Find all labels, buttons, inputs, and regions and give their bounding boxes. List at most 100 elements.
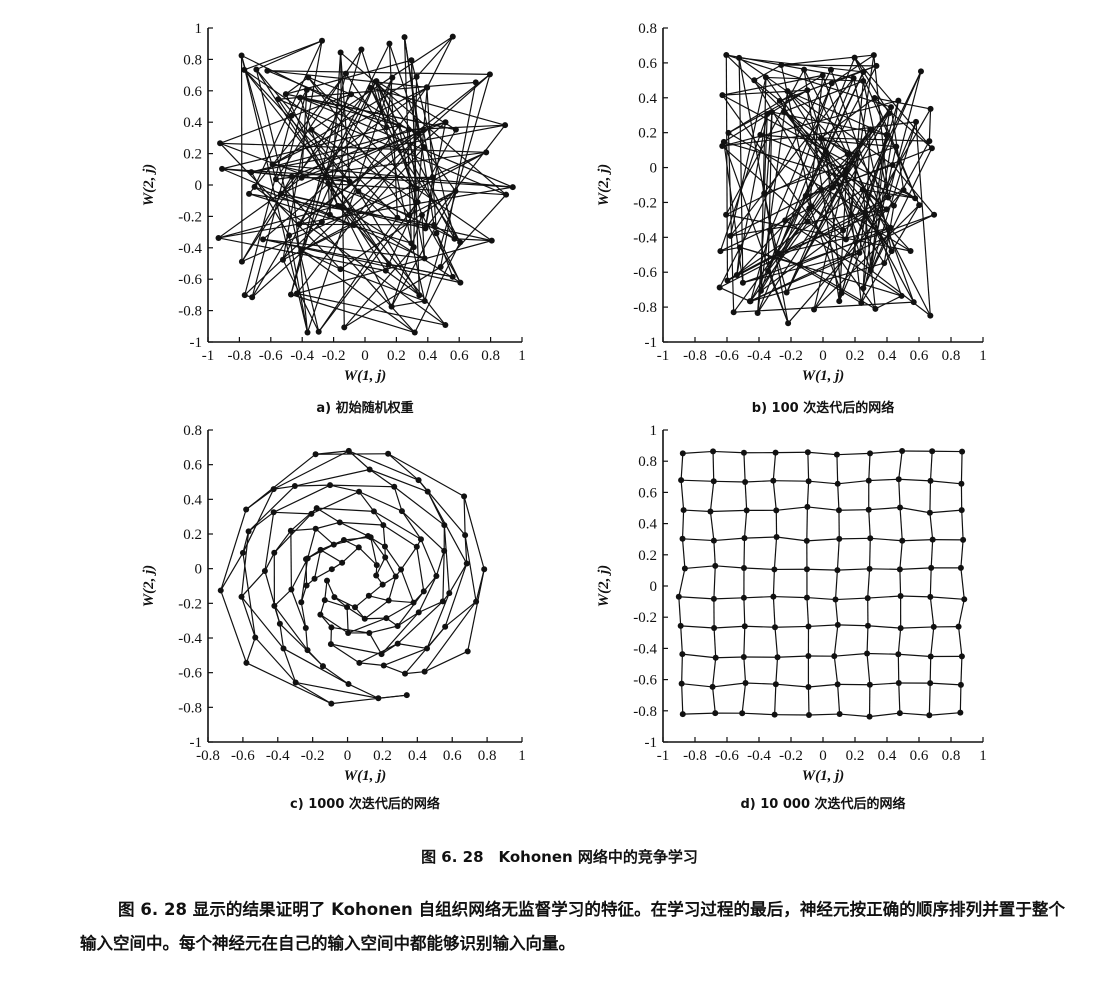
network-edge [250, 171, 290, 236]
x-tick-label: 0.8 [942, 748, 961, 764]
neuron-point [238, 52, 245, 59]
network-edge [772, 596, 776, 628]
network-edge [280, 129, 424, 195]
network-edge [424, 650, 468, 673]
neuron-point [928, 564, 935, 571]
x-tick-label: 0 [819, 348, 827, 364]
neuron-point [340, 537, 347, 544]
neuron-point [288, 173, 295, 180]
neuron-point [330, 541, 337, 548]
neuron-point [305, 74, 312, 81]
network-edge [241, 570, 266, 598]
network-edge [330, 643, 382, 655]
neuron-point [783, 289, 790, 296]
network-edge [866, 625, 869, 654]
network-edge [681, 683, 713, 688]
network-edge [776, 536, 807, 542]
neuron-point [927, 105, 934, 112]
network-edge [324, 580, 328, 601]
neuron-point [342, 70, 349, 77]
network-edge [930, 539, 934, 568]
y-axis-label: W(2, j) [141, 164, 157, 207]
x-tick-label: -1 [657, 748, 670, 764]
network-edge [743, 656, 747, 684]
network-edge [929, 480, 932, 513]
neuron-point [288, 586, 295, 593]
network-edge [422, 130, 434, 178]
y-tick-label: -0.8 [178, 304, 202, 320]
neuron-point [805, 478, 812, 485]
network-edge [220, 552, 244, 591]
neuron-point [270, 486, 277, 493]
neuron-point [403, 692, 410, 699]
neuron-point [302, 625, 309, 632]
network-edge [900, 595, 931, 598]
neuron-point [298, 174, 305, 181]
neuron-point [885, 194, 892, 201]
network-edge [251, 171, 292, 178]
network-edge [774, 627, 779, 658]
network-edge [401, 510, 445, 552]
network-edge [282, 40, 323, 260]
network-edge [290, 89, 308, 117]
neuron-point [385, 450, 392, 457]
neuron-point [375, 695, 382, 702]
neuron-point [280, 645, 287, 652]
network-edge [777, 655, 809, 658]
neuron-point [916, 202, 923, 209]
neuron-point [926, 509, 933, 516]
neuron-point [803, 566, 810, 573]
network-edge [743, 597, 746, 627]
network-edge [726, 54, 892, 108]
network-edge [387, 453, 465, 497]
network-edge [682, 538, 714, 542]
network-edge [291, 129, 410, 178]
neuron-point [782, 217, 789, 224]
network-edge [862, 189, 876, 309]
network-edge [720, 246, 740, 252]
network-edge [243, 69, 359, 192]
neuron-point [278, 190, 285, 197]
neuron-point [413, 73, 420, 80]
neuron-point [781, 108, 788, 115]
neuron-point [442, 623, 449, 630]
network-edge [678, 596, 714, 600]
neuron-point [927, 593, 934, 600]
network-edge [723, 141, 789, 324]
subplot-caption: c) 1000 次迭代后的网络 [290, 796, 440, 812]
neuron-point [862, 209, 869, 216]
neuron-point [840, 227, 847, 234]
network-edge [750, 154, 858, 302]
neuron-point [740, 594, 747, 601]
network-edge [749, 65, 877, 302]
neuron-point [860, 78, 867, 85]
neuron-point [831, 653, 838, 660]
network-edge [369, 87, 456, 240]
y-tick-label: -0.8 [633, 704, 657, 720]
network-edge [373, 510, 422, 540]
neuron-point [867, 450, 874, 457]
network-edge [410, 60, 456, 239]
neuron-point [241, 292, 248, 299]
y-tick-label: 0.8 [638, 454, 657, 470]
neuron-point [827, 66, 834, 73]
network-edge [744, 481, 748, 511]
network-edge [240, 55, 277, 180]
network-edge [836, 538, 840, 571]
neuron-point [897, 625, 904, 632]
neuron-point [957, 709, 964, 716]
network-edge [806, 538, 840, 542]
network-edge [346, 606, 366, 620]
network-edge [678, 568, 686, 597]
neuron-point [408, 57, 415, 64]
network-edge [364, 617, 387, 620]
neuron-point [680, 507, 687, 514]
network-edge [347, 617, 387, 634]
neuron-point [243, 659, 250, 666]
neuron-point [958, 480, 965, 487]
network-edge [834, 570, 839, 600]
network-edge [254, 186, 355, 226]
network-edge [773, 595, 807, 599]
network-edge [753, 79, 844, 231]
network-edge [929, 712, 961, 716]
